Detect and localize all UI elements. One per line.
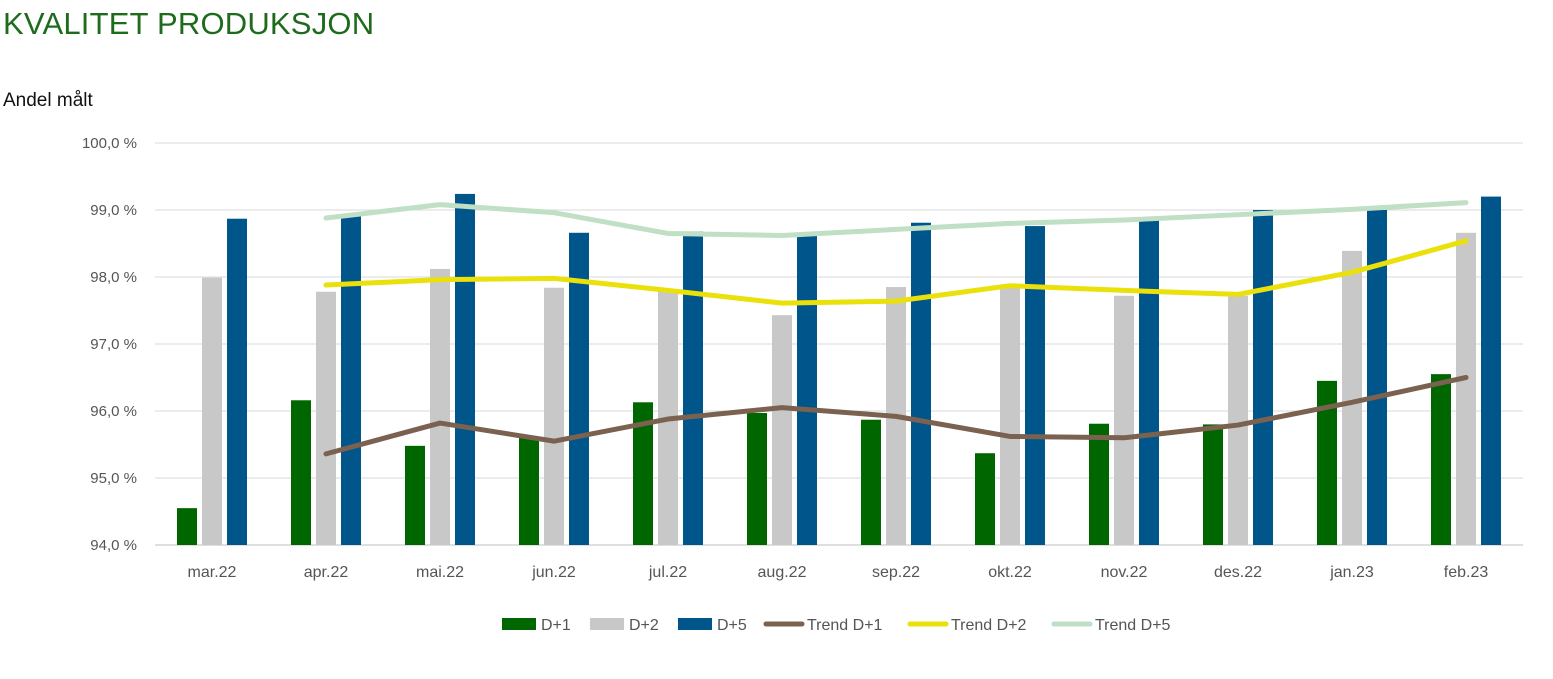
bar-d-5: [1481, 196, 1501, 545]
legend-swatch-d-2: [590, 618, 624, 630]
bar-d-5: [911, 222, 931, 546]
bar-d-1: [1203, 424, 1223, 545]
legend-label-d-1: D+1: [541, 617, 571, 634]
x-tick-label: mai.22: [416, 564, 464, 581]
bar-d-5: [1139, 218, 1159, 546]
bars: [177, 193, 1501, 546]
line-trend-d-2: [323, 238, 1469, 306]
legend-swatch-d-5: [678, 618, 712, 630]
x-tick-label: des.22: [1214, 564, 1262, 581]
bar-d-1: [975, 453, 995, 545]
x-tick-label: okt.22: [988, 564, 1032, 581]
bar-d-1: [405, 445, 425, 545]
bar-d-1: [519, 436, 539, 545]
bar-d-5: [341, 216, 361, 545]
x-tick-label: jun.22: [531, 564, 576, 581]
bar-d-1: [747, 413, 767, 545]
y-tick-label: 97,0 %: [90, 336, 137, 353]
x-tick-label: feb.23: [1444, 564, 1489, 581]
line-trend-d-1: [323, 375, 1469, 457]
legend-label-trend-d-2: Trend D+2: [951, 617, 1027, 634]
bar-d-5: [1367, 210, 1387, 545]
line-trend-d-5: [323, 200, 1469, 238]
y-tick-label: 94,0 %: [90, 537, 137, 554]
legend-label-d-2: D+2: [629, 617, 659, 634]
y-tick-label: 95,0 %: [90, 470, 137, 487]
bar-d-2: [1114, 295, 1134, 545]
legend: D+1 D+2 D+5 Trend D+1 Trend D+2 Trend D+5: [502, 617, 1171, 634]
bar-d-2: [772, 315, 792, 545]
bar-d-5: [797, 235, 817, 545]
bar-d-2: [544, 287, 564, 545]
bar-d-2: [430, 268, 450, 545]
legend-label-trend-d-5: Trend D+5: [1095, 617, 1171, 634]
x-tick-label: jul.22: [648, 564, 687, 581]
y-axis-ticks: 94,0 % 95,0 % 96,0 % 97,0 % 98,0 % 99,0 % 100,…: [82, 135, 137, 554]
legend-label-d-5: D+5: [717, 617, 747, 634]
bar-d-1: [1317, 380, 1337, 545]
x-tick-label: nov.22: [1101, 564, 1148, 581]
bar-d-5: [1025, 226, 1045, 545]
bar-d-1: [1431, 374, 1451, 545]
bar-d-1: [291, 400, 311, 545]
trend-lines: [323, 200, 1469, 457]
bar-d-1: [1089, 423, 1109, 545]
bar-d-5: [1253, 210, 1273, 545]
y-tick-label: 98,0 %: [90, 269, 137, 286]
y-tick-label: 100,0 %: [82, 135, 137, 152]
bar-d-2: [1342, 250, 1362, 545]
x-axis-ticks: mar.22 apr.22 mai.22 jun.22 jul.22 aug.22 sep.…: [188, 564, 1489, 581]
x-tick-label: mar.22: [188, 564, 237, 581]
x-tick-label: aug.22: [758, 564, 807, 581]
y-axis-title: Andel målt: [3, 90, 93, 111]
bar-d-5: [227, 218, 247, 545]
x-tick-label: sep.22: [872, 564, 920, 581]
bar-d-5: [683, 231, 703, 545]
legend-label-trend-d-1: Trend D+1: [807, 617, 883, 634]
bar-d-5: [455, 193, 475, 546]
bar-d-1: [177, 508, 197, 545]
legend-swatch-d-1: [502, 618, 536, 630]
y-tick-label: 96,0 %: [90, 403, 137, 420]
bar-d-1: [633, 402, 653, 545]
bar-d-2: [1456, 232, 1476, 545]
bar-d-2: [1228, 295, 1248, 545]
chart-title: KVALITET PRODUKSJON: [3, 6, 375, 41]
bar-d-2: [1000, 286, 1020, 545]
x-tick-label: apr.22: [304, 564, 349, 581]
bar-d-1: [861, 419, 881, 545]
bar-d-5: [569, 232, 589, 545]
x-tick-label: jan.23: [1329, 564, 1374, 581]
bar-d-2: [316, 291, 336, 545]
y-tick-label: 99,0 %: [90, 202, 137, 219]
bar-d-2: [202, 277, 222, 545]
